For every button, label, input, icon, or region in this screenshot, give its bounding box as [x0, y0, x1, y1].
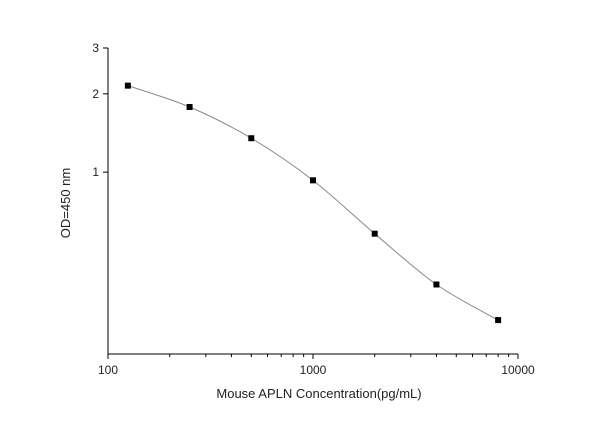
- data-point: [495, 317, 502, 324]
- series-curve: [127, 85, 499, 321]
- data-point: [433, 281, 440, 288]
- y-tick-label: 1: [92, 165, 99, 179]
- data-point: [124, 82, 131, 89]
- x-axis-title: Mouse APLN Concentration(pg/mL): [216, 386, 421, 401]
- data-point: [310, 177, 316, 184]
- y-axis-title: OD=450 nm: [58, 168, 73, 238]
- labels-layer: 100 1000 10000 1 2 3 Mouse APLN Concentration(…: [58, 41, 535, 401]
- data-point: [248, 135, 255, 142]
- x-tick-label: 1000: [300, 363, 327, 377]
- data-point: [186, 103, 193, 110]
- y-tick-label: 3: [92, 41, 99, 55]
- x-tick-label: 100: [98, 363, 118, 377]
- data-point: [371, 230, 378, 237]
- curve-layer: [127, 85, 499, 321]
- data-points-layer: [124, 82, 502, 324]
- x-tick-label: 10000: [501, 363, 535, 377]
- y-tick-label: 2: [92, 87, 99, 101]
- axes-layer: [103, 47, 519, 359]
